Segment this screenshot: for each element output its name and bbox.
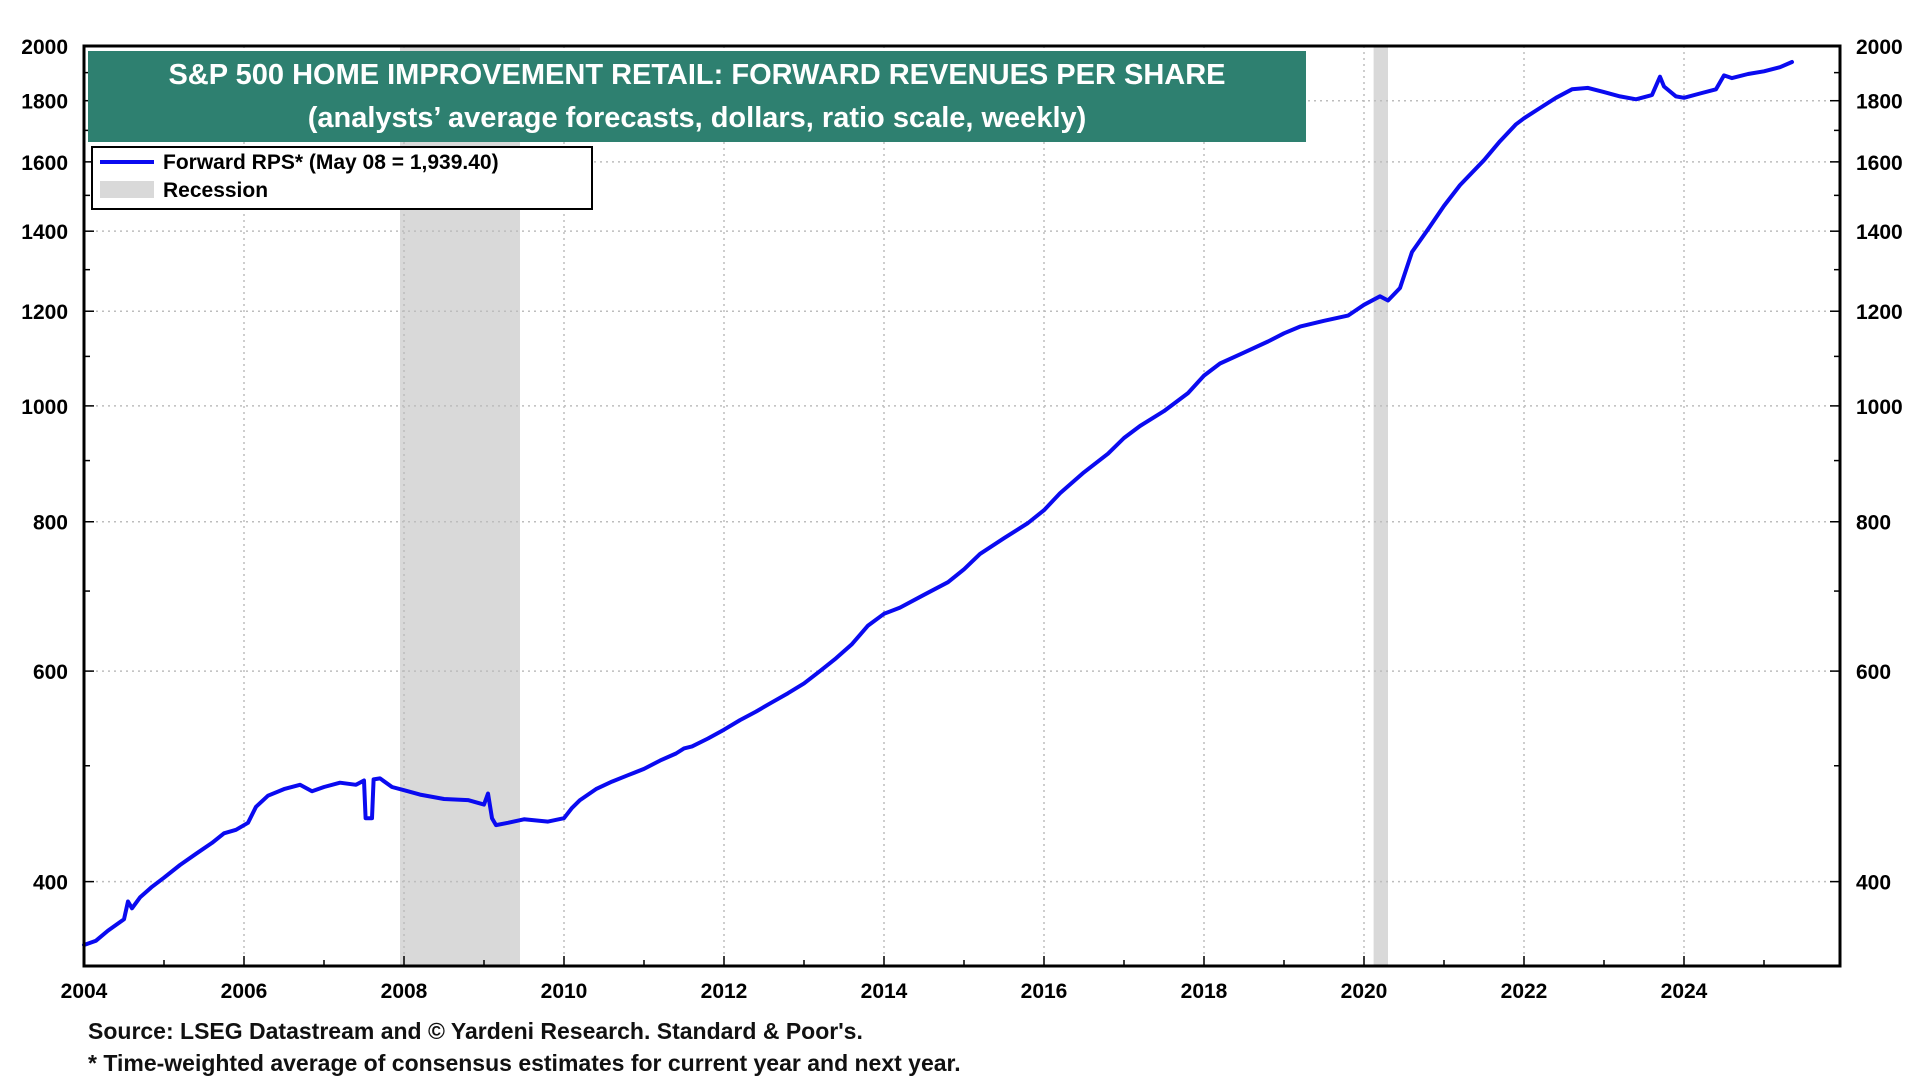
y-tick-label-right-400: 400 <box>1856 872 1891 895</box>
y-tick-label-left-1600: 1600 <box>21 152 68 175</box>
y-tick-label-right-600: 600 <box>1856 661 1891 684</box>
x-tick-label-2010: 2010 <box>541 980 588 1003</box>
y-tick-label-left-400: 400 <box>33 872 68 895</box>
x-tick-label-2022: 2022 <box>1501 980 1548 1003</box>
title-box: S&P 500 HOME IMPROVEMENT RETAIL: FORWARD… <box>88 51 1306 142</box>
y-tick-label-left-1400: 1400 <box>21 221 68 244</box>
series-layer <box>82 60 1794 947</box>
y-tick-label-right-1200: 1200 <box>1856 301 1903 324</box>
y-tick-label-right-2000: 2000 <box>1856 36 1903 59</box>
x-tick-label-2004: 2004 <box>61 980 108 1003</box>
y-tick-label-right-1800: 1800 <box>1856 91 1903 114</box>
y-tick-label-right-800: 800 <box>1856 512 1891 535</box>
legend-label-forward-rps: Forward RPS* (May 08 = 1,939.40) <box>163 151 499 174</box>
footnote-methodology: * Time-weighted average of consensus est… <box>88 1050 961 1076</box>
legend: Forward RPS* (May 08 = 1,939.40) Recessi… <box>91 146 593 210</box>
legend-label-recession: Recession <box>163 179 268 202</box>
y-tick-label-right-1000: 1000 <box>1856 396 1903 419</box>
title-box-bg <box>88 51 1306 142</box>
plot-frame <box>82 44 1842 968</box>
y-tick-label-left-800: 800 <box>33 512 68 535</box>
x-tick-label-2014: 2014 <box>861 980 908 1003</box>
x-tick-label-2008: 2008 <box>381 980 428 1003</box>
legend-box <box>91 146 593 210</box>
x-tick-label-2024: 2024 <box>1661 980 1708 1003</box>
footnote-source: Source: LSEG Datastream and © Yardeni Re… <box>88 1018 863 1044</box>
x-tick-label-layer: 2004 2006 2008 2010 2012 2014 2016 2018 2020 2022… <box>61 980 1708 1003</box>
x-tick-label-2012: 2012 <box>701 980 748 1003</box>
chart-subtitle: (analysts’ average forecasts, dollars, r… <box>308 102 1087 134</box>
chart-title: S&P 500 HOME IMPROVEMENT RETAIL: FORWARD… <box>168 59 1225 91</box>
series-line-forward-rps <box>82 60 1794 947</box>
y-tick-label-right-1600: 1600 <box>1856 152 1903 175</box>
y-tick-label-left-1000: 1000 <box>21 396 68 419</box>
y-tick-label-left-2000: 2000 <box>21 36 68 59</box>
tick-layer <box>83 45 1840 966</box>
recession-band-1 <box>1373 46 1388 966</box>
x-tick-label-2020: 2020 <box>1341 980 1388 1003</box>
y-tick-label-layer: 400 400 600 600 800 800 1000 1000 1200 1200 1400 14… <box>21 36 1902 895</box>
y-tick-label-left-600: 600 <box>33 661 68 684</box>
x-tick-label-2018: 2018 <box>1181 980 1228 1003</box>
y-tick-label-left-1200: 1200 <box>21 301 68 324</box>
y-tick-label-right-1400: 1400 <box>1856 221 1903 244</box>
x-tick-label-2006: 2006 <box>221 980 268 1003</box>
legend-recession-swatch <box>100 181 154 198</box>
x-tick-label-2016: 2016 <box>1021 980 1068 1003</box>
y-tick-label-left-1800: 1800 <box>21 91 68 114</box>
